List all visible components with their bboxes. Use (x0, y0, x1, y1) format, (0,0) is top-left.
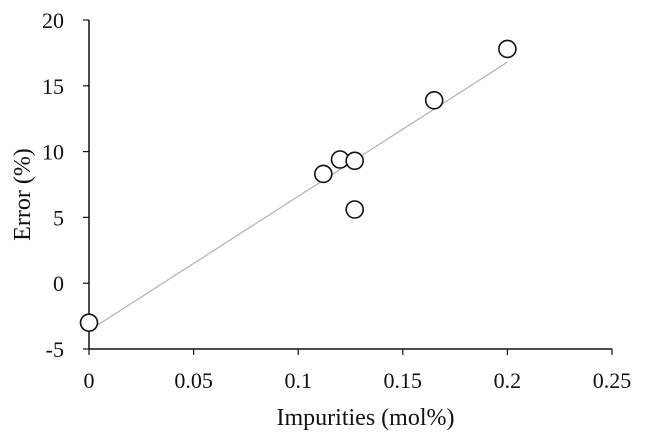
x-axis-title: Impurities (mol%) (277, 405, 455, 431)
y-tick-label: 20 (42, 8, 64, 33)
y-tick-label: 0 (53, 271, 64, 296)
data-point (424, 90, 444, 110)
y-tick-layer: -5 0 5 10 15 20 (42, 8, 89, 362)
y-tick-label: 5 (53, 205, 64, 230)
x-tick-layer: 0 0.05 0.1 0.15 0.2 0.25 (84, 349, 632, 393)
x-tick-label: 0.05 (174, 368, 213, 393)
data-point (345, 200, 364, 219)
axes-layer (88, 20, 612, 350)
x-tick-label: 0.15 (384, 368, 423, 393)
y-tick-label: -5 (46, 337, 64, 362)
trendline-layer (88, 61, 508, 332)
x-tick-label: 0.25 (593, 368, 632, 393)
y-tick-label: 10 (42, 140, 64, 165)
data-point (498, 39, 517, 59)
y-tick-label: 15 (42, 74, 64, 99)
data-point (79, 313, 99, 332)
x-tick-label: 0.1 (284, 368, 312, 393)
y-axis-title: Error (%) (10, 148, 36, 241)
trendline (88, 61, 508, 332)
x-tick-label: 0 (84, 368, 95, 393)
x-tick-label: 0.2 (494, 368, 522, 393)
data-point (314, 164, 333, 184)
data-point (345, 151, 364, 171)
data-points-layer (79, 39, 517, 332)
